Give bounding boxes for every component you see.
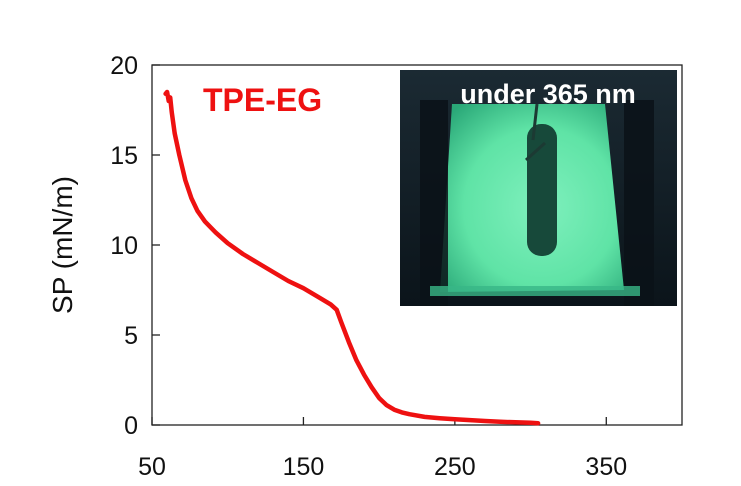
axis-ticks bbox=[151, 64, 607, 426]
series-line-tpe-eg bbox=[163, 89, 541, 426]
x-tick-label: 350 bbox=[585, 453, 627, 481]
y-tick-label: 5 bbox=[124, 322, 138, 350]
series-points bbox=[165, 91, 539, 424]
x-tick-labels: 50 150 250 350 bbox=[138, 453, 627, 481]
inset-slot bbox=[527, 124, 557, 256]
inset-photo: under 365 nm bbox=[400, 70, 677, 306]
y-tick-label: 0 bbox=[124, 412, 138, 440]
y-axis-title: SP (mN/m) bbox=[47, 176, 78, 314]
x-tick-label: 150 bbox=[283, 453, 325, 481]
inset-wire bbox=[531, 103, 539, 141]
y-tick-label: 10 bbox=[110, 232, 138, 260]
y-tick-label: 15 bbox=[110, 142, 138, 170]
x-tick-label: 50 bbox=[138, 453, 166, 481]
inset-bottom-edge bbox=[430, 286, 640, 296]
inset-wire-hook bbox=[524, 141, 547, 162]
inset-right-bar bbox=[624, 100, 654, 306]
x-tick-label: 250 bbox=[434, 453, 476, 481]
inset-caption: under 365 nm bbox=[460, 79, 636, 109]
y-tick-labels: 0 5 10 15 20 bbox=[110, 52, 138, 440]
inset-left-bar bbox=[420, 100, 448, 306]
y-tick-label: 20 bbox=[110, 52, 138, 80]
series-label-tpe-eg: TPE-EG bbox=[203, 82, 322, 118]
